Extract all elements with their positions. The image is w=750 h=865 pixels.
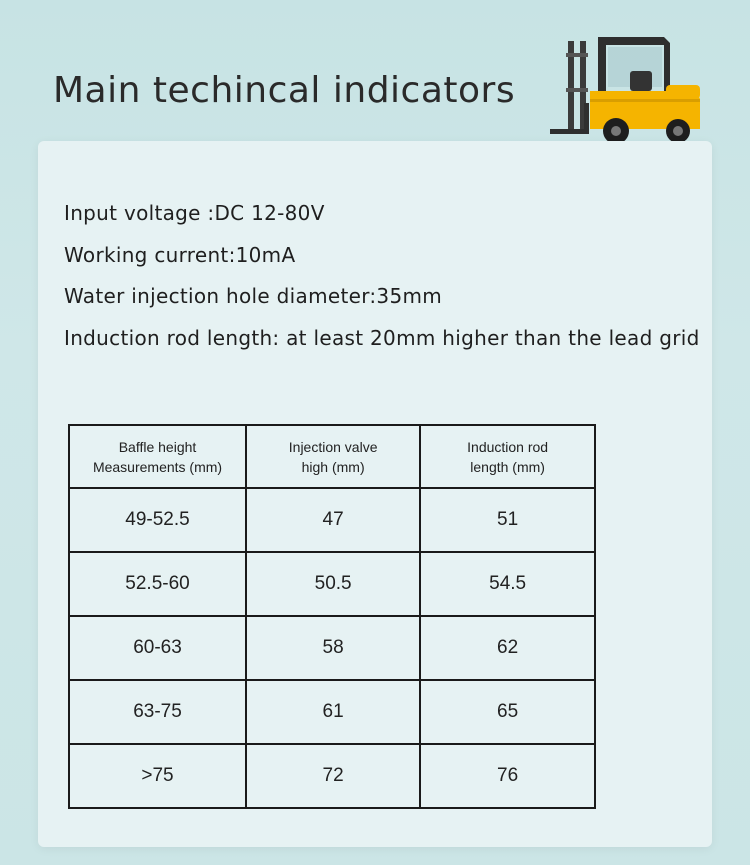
- table-cell: 58: [245, 615, 422, 681]
- table-cell: 51: [419, 487, 596, 553]
- table-cell: 50.5: [245, 551, 422, 617]
- spec-list: Input voltage :DC 12-80V Working current…: [64, 193, 704, 359]
- table-cell: 47: [245, 487, 422, 553]
- table-row: >75 72 76: [67, 743, 596, 809]
- header-injection-valve: Injection valve high (mm): [245, 424, 422, 489]
- table-row: 52.5-60 50.5 54.5: [67, 551, 596, 617]
- table-cell: 61: [245, 679, 422, 745]
- table-cell: 65: [419, 679, 596, 745]
- table-cell: >75: [67, 743, 248, 809]
- forklift-image: [550, 37, 700, 144]
- indicators-table: Baffle height Measurements (mm) Injectio…: [67, 424, 596, 809]
- table-row: 63-75 61 65: [67, 679, 596, 745]
- table-cell: 62: [419, 615, 596, 681]
- table-cell: 72: [245, 743, 422, 809]
- spec-water-injection-hole: Water injection hole diameter:35mm: [64, 284, 443, 308]
- table-row: 60-63 58 62: [67, 615, 596, 681]
- table-cell: 54.5: [419, 551, 596, 617]
- table-cell: 49-52.5: [67, 487, 248, 553]
- table-row: 49-52.5 47 51: [67, 487, 596, 553]
- indicators-card: Input voltage :DC 12-80V Working current…: [38, 141, 712, 847]
- table-cell: 76: [419, 743, 596, 809]
- spec-working-current: Working current:10mA: [64, 242, 296, 267]
- table-header-row: Baffle height Measurements (mm) Injectio…: [67, 424, 596, 489]
- table-cell: 63-75: [67, 679, 248, 745]
- page-title: Main techincal indicators: [53, 70, 516, 111]
- table-cell: 60-63: [67, 615, 248, 681]
- table-cell: 52.5-60: [67, 551, 248, 617]
- header-baffle-height: Baffle height Measurements (mm): [67, 424, 248, 489]
- spec-induction-rod-length: Induction rod length: at least 20mm high…: [64, 325, 700, 350]
- spec-input-voltage: Input voltage :DC 12-80V: [64, 201, 325, 225]
- header-induction-rod: Induction rod length (mm): [419, 424, 596, 489]
